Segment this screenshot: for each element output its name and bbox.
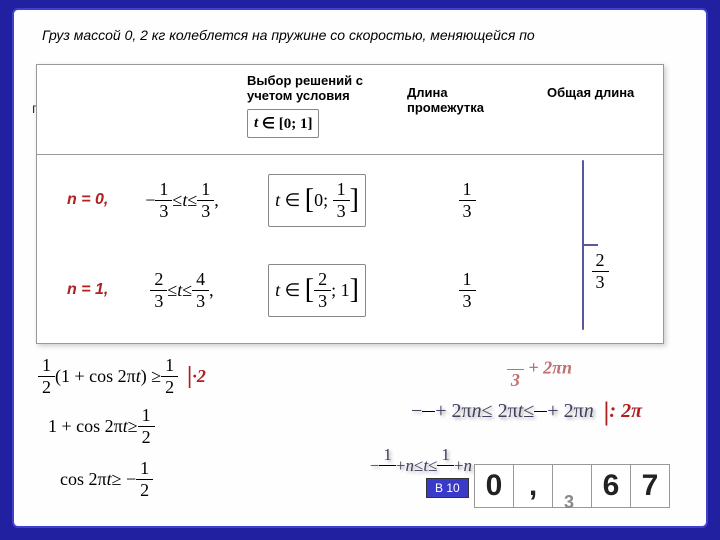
answer-digit: 7: [630, 464, 670, 508]
table-header-total: Общая длина: [537, 65, 663, 154]
answer-digit: ,: [513, 464, 553, 508]
inequality-1: 23 ≤ t ≤ 43,: [127, 269, 237, 312]
table-header-length: Длина промежутка: [397, 65, 537, 154]
answer-label: В 10: [426, 478, 469, 498]
table-row: n = 1, 23 ≤ t ≤ 43, t ∈ [23; 1] 13 23: [37, 245, 663, 335]
interval-0: t ∈ [0; 13]: [237, 174, 397, 227]
table-header-mid: Выбор решений с учетом условия t ∈ [0; 1…: [237, 65, 397, 154]
inequality-0: −13 ≤ t ≤ 13,: [127, 179, 237, 222]
interval-1: t ∈ [23; 1]: [237, 264, 397, 317]
answer-digit: 6: [591, 464, 631, 508]
ghost-2pin: 3 + 2πn: [507, 348, 572, 391]
n-value-0: n = 0,: [37, 191, 127, 209]
solution-table: Выбор решений с учетом условия t ∈ [0; 1…: [36, 64, 664, 344]
t-domain-box: t ∈ [0; 1]: [247, 109, 319, 138]
length-0: 13: [397, 179, 537, 222]
table-header-left: [37, 65, 237, 154]
eq-line-2: 1 + cos 2πt ≥ 12: [48, 405, 155, 448]
answer-digit: 3: [552, 464, 592, 508]
frame: Груз массой 0, 2 кг колеблется на пружин…: [12, 8, 708, 528]
header-mid-text: Выбор решений с учетом условия: [247, 73, 387, 103]
answer-digit: 0: [474, 464, 514, 508]
brace-icon: [574, 160, 592, 330]
length-1: 13: [397, 269, 537, 312]
n-value-1: n = 1,: [37, 281, 127, 299]
table-row: n = 0, −13 ≤ t ≤ 13, t ∈ [0; 13] 13: [37, 155, 663, 245]
eq-line-3: cos 2πt ≥ − 12: [60, 458, 153, 501]
shadow-inequality-1: − + 2πn ≤ 2πt ≤ + 2πn |: 2π: [411, 388, 642, 435]
answer-box: В 10 0 , 3 6 7: [474, 464, 670, 508]
eq-line-1: 12 (1 + cos 2πt) ≥ 12 |·2: [38, 355, 206, 398]
problem-statement: Груз массой 0, 2 кг колеблется на пружин…: [42, 26, 678, 44]
times-two: ·2: [192, 366, 206, 387]
div-2pi: : 2π: [609, 400, 642, 423]
